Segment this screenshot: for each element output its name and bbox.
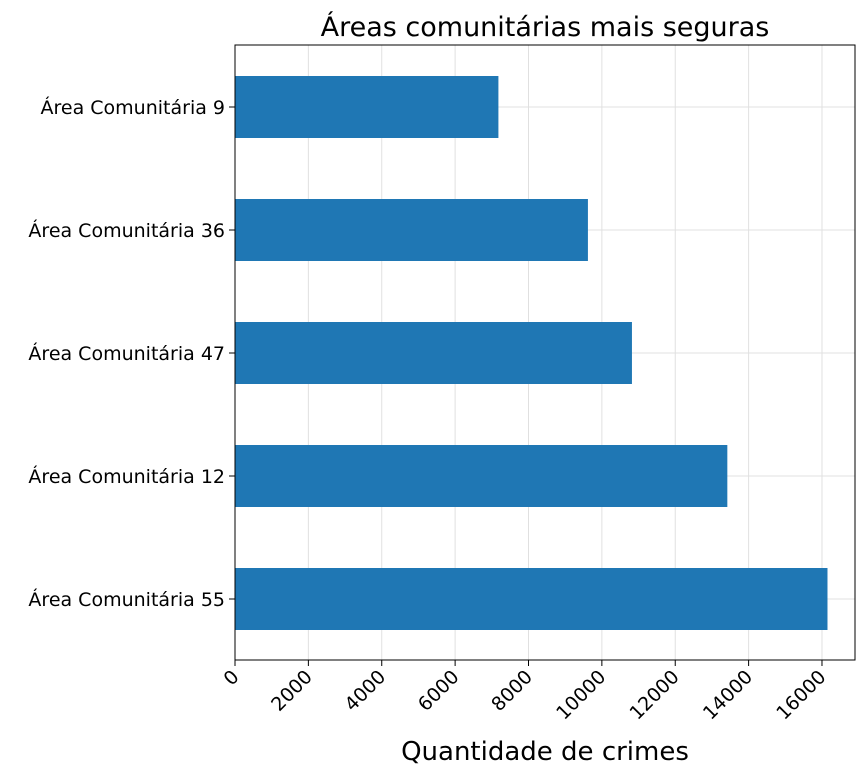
bars [235,76,828,630]
x-tick-label: 10000 [552,666,610,724]
x-tick-label: 0 [219,666,243,690]
y-axis-ticks: Área Comunitária 55 Área Comunitária 12 Ár… [28,96,235,611]
x-tick-label: 12000 [625,666,683,724]
x-tick-label: 8000 [487,666,537,716]
y-tick-label: Área Comunitária 9 [41,96,225,119]
x-tick-label: 6000 [414,666,464,716]
bar [235,568,828,630]
y-tick-label: Área Comunitária 36 [28,219,225,242]
x-tick-label: 14000 [699,666,757,724]
y-tick-label: Área Comunitária 12 [28,465,225,488]
bar [235,322,632,384]
x-tick-label: 2000 [267,666,317,716]
x-tick-label: 16000 [772,666,830,724]
y-tick-label: Área Comunitária 47 [28,342,225,365]
x-axis-ticks: 0 2000 4000 6000 8000 10000 12000 14000 16000 [219,660,831,724]
x-axis-label: Quantidade de crimes [401,737,689,767]
x-tick-label: 4000 [341,666,391,716]
bar [235,199,588,261]
y-tick-label: Área Comunitária 55 [28,588,225,611]
bar [235,445,728,507]
chart-title: Áreas comunitárias mais seguras [321,11,770,43]
bar [235,76,499,138]
